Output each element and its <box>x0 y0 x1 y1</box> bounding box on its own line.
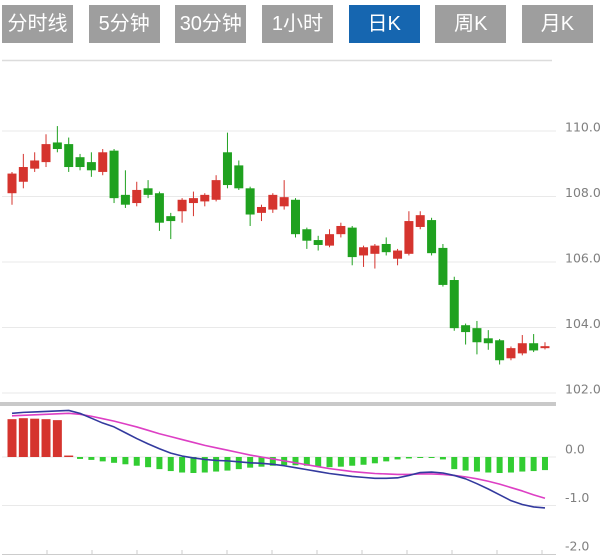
tab-1hour[interactable]: 1小时 <box>261 5 333 43</box>
svg-text:-1.0: -1.0 <box>565 490 589 505</box>
panel-separator <box>0 402 556 406</box>
price-gridlines <box>2 59 556 394</box>
tab-monthly-k[interactable]: 月K <box>521 5 593 43</box>
svg-text:104.0: 104.0 <box>565 316 601 331</box>
price-axis-labels: 110.0 108.0 106.0 104.0 102.0 <box>565 120 601 397</box>
tab-daily-k[interactable]: 日K <box>348 5 420 43</box>
macd-histogram <box>7 418 548 474</box>
dif-line <box>11 409 546 509</box>
svg-text:-2.0: -2.0 <box>565 539 589 554</box>
svg-text:110.0: 110.0 <box>565 120 601 135</box>
candlestick-series <box>7 126 550 365</box>
tab-5min[interactable]: 5分钟 <box>88 5 160 43</box>
tab-timeshare[interactable]: 分时线 <box>2 5 73 43</box>
x-axis <box>2 550 556 555</box>
dea-line <box>11 412 546 499</box>
timeframe-tabbar: 分时线 5分钟 30分钟 1小时 日K 周K 月K <box>2 5 593 43</box>
svg-text:102.0: 102.0 <box>565 382 601 397</box>
svg-text:106.0: 106.0 <box>565 251 601 266</box>
svg-text:0.0: 0.0 <box>565 442 585 457</box>
tab-weekly-k[interactable]: 周K <box>435 5 507 43</box>
svg-text:108.0: 108.0 <box>565 185 601 200</box>
tab-30min[interactable]: 30分钟 <box>175 5 247 43</box>
macd-axis-labels: 0.0 -1.0 -2.0 <box>565 442 589 554</box>
